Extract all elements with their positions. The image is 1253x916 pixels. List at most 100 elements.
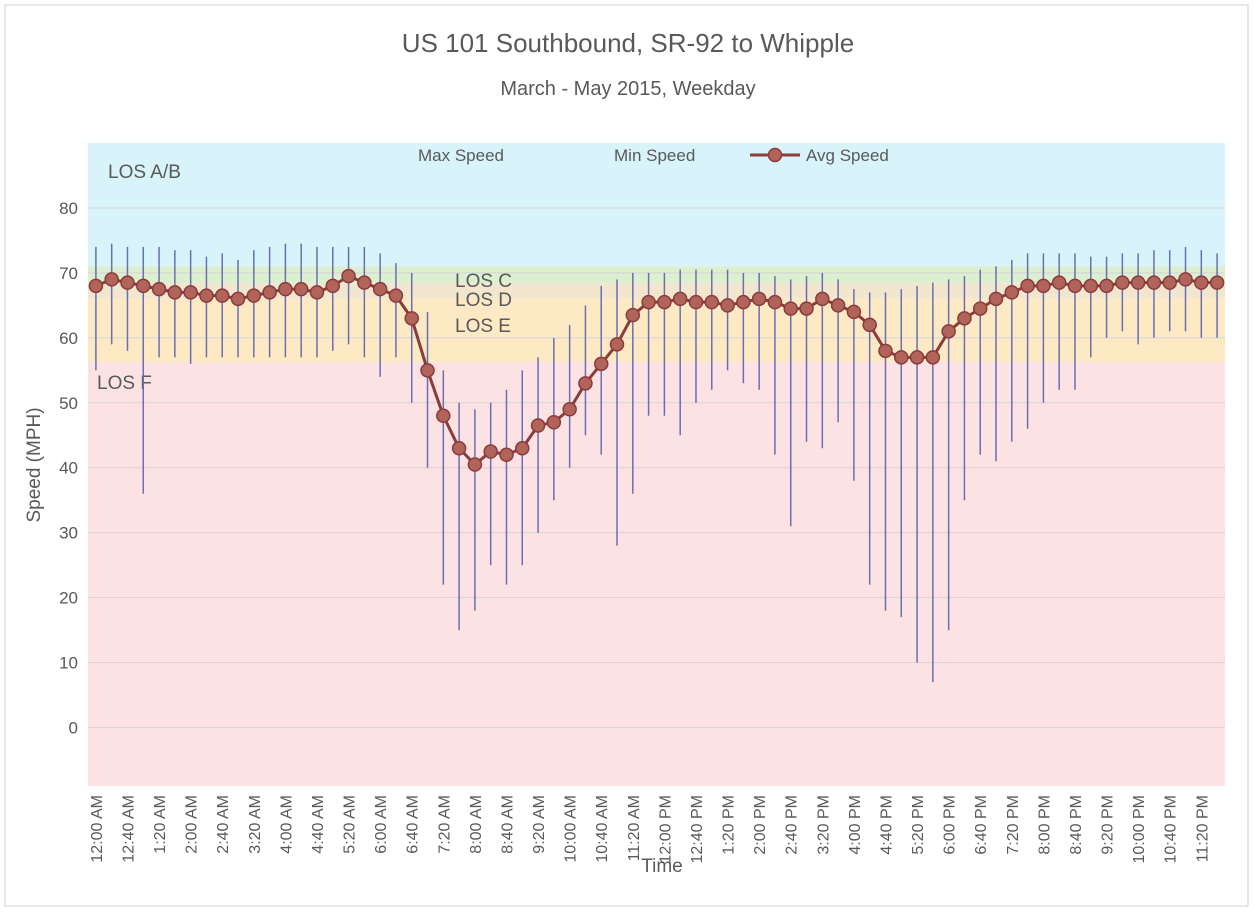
- x-tick-label: 2:00 AM: [184, 795, 201, 854]
- avg-marker: [799, 301, 814, 316]
- avg-marker: [341, 268, 356, 284]
- x-tick-label: 8:00 AM: [468, 795, 485, 854]
- avg-marker: [593, 356, 609, 372]
- avg-marker: [925, 350, 941, 365]
- avg-marker: [767, 294, 783, 310]
- avg-marker: [830, 298, 846, 313]
- los-band: [88, 143, 1225, 267]
- avg-marker: [388, 288, 404, 303]
- avg-marker: [1051, 275, 1067, 290]
- x-tick-label: 7:20 AM: [436, 795, 453, 854]
- x-tick-label: 12:40 AM: [120, 795, 137, 863]
- x-tick-label: 2:00 PM: [752, 795, 769, 855]
- avg-marker: [1162, 275, 1177, 290]
- x-tick-label: 11:20 AM: [626, 795, 643, 861]
- x-tick-label: 12:40 PM: [689, 795, 706, 863]
- avg-marker: [230, 291, 246, 307]
- x-tick-label: 5:20 AM: [342, 795, 359, 854]
- avg-marker: [815, 291, 830, 307]
- avg-marker: [1020, 278, 1035, 294]
- chart-title: US 101 Southbound, SR-92 to Whipple: [402, 28, 854, 58]
- x-tick-label: 11:20 PM: [1194, 795, 1211, 862]
- avg-marker: [1194, 275, 1209, 290]
- avg-marker: [325, 278, 341, 294]
- avg-marker: [420, 363, 435, 378]
- chart-subtitle: March - May 2015, Weekday: [500, 78, 755, 100]
- x-tick-label: 12:00 AM: [89, 795, 106, 863]
- avg-marker: [1130, 275, 1146, 290]
- x-tick-label: 9:20 PM: [1100, 795, 1117, 855]
- x-tick-label: 8:00 PM: [1036, 795, 1053, 855]
- avg-marker: [183, 285, 198, 300]
- x-tick-label: 6:40 AM: [405, 795, 422, 854]
- avg-marker: [214, 288, 230, 303]
- y-tick-label: 30: [59, 524, 78, 543]
- legend-marker: [767, 147, 783, 163]
- avg-marker: [467, 457, 483, 472]
- x-tick-label: 10:00 PM: [1131, 795, 1148, 863]
- y-tick-label: 20: [59, 589, 78, 608]
- los-label: LOS F: [97, 373, 152, 394]
- avg-marker: [436, 408, 451, 424]
- legend-label: Min Speed: [614, 146, 695, 165]
- avg-marker: [167, 285, 183, 300]
- avg-marker: [688, 294, 704, 310]
- x-tick-label: 4:40 AM: [310, 795, 327, 854]
- avg-marker: [451, 441, 467, 456]
- x-tick-label: 6:40 PM: [973, 795, 990, 855]
- avg-marker: [199, 288, 214, 303]
- x-tick-label: 10:40 AM: [594, 795, 611, 863]
- avg-marker: [909, 350, 925, 365]
- x-tick-label: 7:20 PM: [1005, 795, 1022, 855]
- avg-marker: [609, 337, 625, 352]
- x-tick-label: 4:00 PM: [847, 795, 864, 855]
- x-tick-label: 6:00 PM: [942, 795, 959, 855]
- avg-marker: [278, 281, 293, 297]
- legend-label: Max Speed: [418, 146, 504, 165]
- x-tick-label: 1:20 AM: [152, 795, 169, 854]
- x-tick-label: 3:20 PM: [815, 795, 832, 855]
- x-tick-label: 6:00 AM: [373, 795, 390, 854]
- avg-marker: [483, 444, 498, 459]
- avg-marker: [1083, 278, 1099, 294]
- avg-marker: [625, 307, 641, 323]
- avg-marker: [499, 447, 514, 463]
- avg-marker: [751, 291, 767, 307]
- avg-marker: [1036, 278, 1051, 294]
- x-tick-label: 1:20 PM: [721, 795, 738, 855]
- x-tick-label: 5:20 PM: [910, 795, 927, 855]
- x-tick-label: 10:40 PM: [1163, 795, 1180, 863]
- avg-marker: [720, 298, 735, 313]
- avg-marker: [878, 343, 893, 359]
- avg-marker: [136, 278, 151, 294]
- avg-marker: [957, 311, 972, 326]
- x-axis-label: Time: [641, 856, 683, 877]
- y-tick-label: 50: [59, 394, 78, 413]
- avg-marker: [736, 294, 751, 310]
- avg-marker: [1115, 275, 1130, 290]
- avg-marker: [246, 288, 262, 303]
- avg-marker: [293, 281, 309, 297]
- avg-marker: [530, 418, 546, 433]
- y-tick-label: 0: [69, 719, 78, 738]
- legend-label: Avg Speed: [806, 146, 889, 165]
- avg-marker: [515, 441, 530, 456]
- avg-marker: [1209, 275, 1225, 290]
- avg-marker: [941, 324, 956, 339]
- avg-marker: [1146, 275, 1162, 290]
- avg-marker: [357, 275, 372, 290]
- los-band: [88, 266, 1225, 284]
- avg-marker: [578, 376, 593, 391]
- x-tick-label: 4:00 AM: [278, 795, 295, 854]
- avg-marker: [309, 285, 325, 300]
- avg-marker: [88, 278, 104, 294]
- x-tick-label: 2:40 AM: [215, 795, 232, 854]
- los-band: [88, 298, 1225, 362]
- avg-marker: [988, 291, 1004, 307]
- avg-marker: [562, 402, 577, 417]
- avg-marker: [372, 281, 388, 297]
- y-axis-label: Speed (MPH): [24, 407, 45, 522]
- los-label: LOS D: [455, 290, 512, 311]
